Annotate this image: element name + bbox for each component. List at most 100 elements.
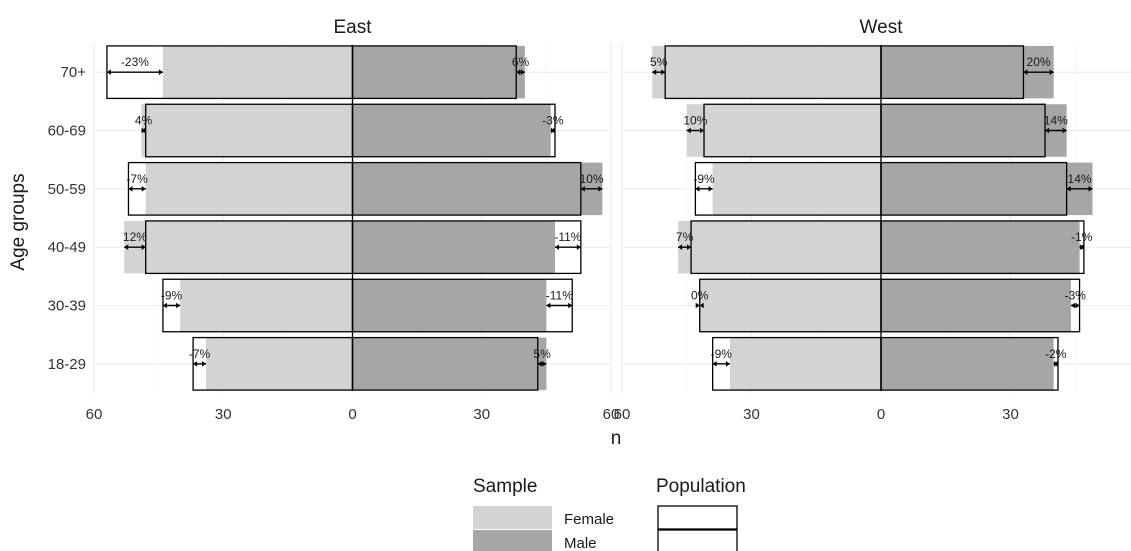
sample-female-bar	[162, 45, 353, 99]
legend-female-swatch	[473, 506, 552, 529]
male-difference-arrow	[1079, 244, 1084, 250]
legend-population-swatch-top	[657, 505, 738, 530]
female-difference-arrow	[193, 361, 207, 367]
female-difference-arrow	[712, 361, 730, 367]
female-difference-label: 7%	[676, 230, 694, 244]
sample-male-bar	[881, 279, 1071, 332]
male-difference-arrow	[1045, 127, 1067, 134]
arrowhead-right	[141, 127, 146, 134]
female-difference-label: -7%	[189, 347, 211, 361]
male-difference-arrow	[550, 127, 555, 134]
arrowhead-right	[725, 361, 730, 367]
sample-female-bar	[678, 220, 881, 274]
arrowhead-right	[158, 69, 163, 75]
x-tick-label: 0	[877, 406, 885, 423]
arrowhead-right	[550, 127, 555, 134]
male-difference-label: -2%	[1045, 347, 1067, 361]
female-difference-arrow	[106, 69, 163, 75]
y-tick-label: 40-49	[48, 239, 86, 256]
arrowhead-left	[546, 302, 551, 309]
male-difference-label: -3%	[542, 114, 564, 128]
arrowhead-right	[687, 244, 692, 250]
sample-female-bar	[729, 337, 881, 391]
male-difference-arrow	[516, 69, 525, 75]
female-difference-label: -9%	[711, 347, 733, 361]
arrowhead-left	[106, 69, 111, 75]
male-difference-label: 10%	[580, 172, 604, 186]
male-difference-label: 6%	[512, 55, 530, 69]
legend-population-swatch-bottom	[657, 529, 738, 551]
male-difference-arrow	[1070, 302, 1080, 309]
sample-female-bar	[206, 337, 353, 391]
sample-male-bar	[881, 162, 1093, 216]
female-difference-arrow	[128, 186, 146, 192]
y-tick-label: 70+	[61, 64, 87, 81]
x-tick-label: 60	[614, 406, 631, 423]
arrowhead-right	[700, 127, 705, 134]
sample-male-bar	[881, 337, 1054, 391]
female-difference-label: 10%	[683, 114, 707, 128]
male-difference-label: 5%	[533, 347, 551, 361]
female-difference-label: 5%	[650, 55, 668, 69]
arrowhead-left	[193, 361, 198, 367]
panel-title-east: East	[333, 17, 372, 38]
male-difference-label: 14%	[1068, 172, 1092, 186]
arrowhead-right	[695, 302, 700, 309]
female-difference-arrow	[686, 127, 705, 134]
arrowhead-right	[1062, 127, 1067, 134]
sample-female-bar	[141, 104, 353, 157]
legend: Sample Population Female Male	[473, 476, 746, 551]
female-difference-label: -9%	[693, 172, 715, 186]
legend-male-swatch	[473, 530, 552, 551]
male-difference-label: -11%	[546, 289, 573, 303]
female-difference-label: 4%	[135, 114, 153, 128]
sample-female-bar	[145, 162, 353, 216]
arrowhead-right	[568, 302, 573, 309]
sample-male-bar	[352, 220, 555, 274]
arrowhead-right	[576, 244, 581, 250]
sample-male-bar	[352, 45, 525, 99]
arrowhead-left	[580, 186, 585, 192]
arrowhead-left	[516, 69, 521, 75]
male-difference-arrow	[580, 186, 603, 192]
arrowhead-right	[1079, 244, 1084, 250]
legend-sample-title: Sample	[473, 476, 537, 497]
arrowhead-right	[1088, 186, 1093, 192]
arrowhead-right	[176, 302, 181, 309]
x-tick-label: 30	[473, 406, 490, 423]
arrowhead-left	[162, 302, 167, 309]
panel-east: East -7% 5% -9% -11% 12% -11% -7% 10% 4% -3% -23% 6%…	[86, 17, 620, 423]
panel-west: West -9% -2% 0% -3% 7% -1% -9% 14% 10% 14% 5% 20% 60 3…	[614, 17, 1131, 423]
female-difference-label: 12%	[123, 230, 147, 244]
sample-male-bar	[352, 279, 547, 332]
male-difference-label: 20%	[1027, 55, 1051, 69]
y-tick-label: 50-59	[48, 181, 86, 198]
male-difference-arrow	[1053, 361, 1058, 367]
arrowhead-right	[1053, 361, 1058, 367]
sample-female-bar	[124, 220, 353, 274]
sample-male-bar	[352, 104, 551, 157]
sample-female-bar	[180, 279, 353, 332]
arrowhead-right	[520, 69, 525, 75]
arrowhead-left	[712, 361, 717, 367]
male-difference-arrow	[554, 244, 581, 250]
arrowhead-left	[1023, 69, 1028, 75]
male-difference-label: 14%	[1044, 114, 1068, 128]
female-difference-label: -23%	[121, 55, 149, 69]
y-axis-title: Age groups	[8, 173, 29, 270]
male-difference-arrow	[537, 361, 547, 367]
female-difference-arrow	[652, 69, 666, 75]
arrowhead-left	[124, 244, 129, 250]
sample-male-bar	[352, 337, 547, 391]
arrowhead-right	[1049, 69, 1054, 75]
sample-female-bar	[699, 279, 881, 332]
arrowhead-left	[537, 361, 542, 367]
arrowhead-left	[695, 186, 700, 192]
x-tick-label: 0	[348, 406, 356, 423]
sample-female-bar	[712, 162, 881, 216]
x-axis-title: n	[611, 428, 622, 449]
arrowhead-right	[598, 186, 603, 192]
female-difference-arrow	[124, 244, 146, 250]
arrowhead-right	[1075, 302, 1080, 309]
